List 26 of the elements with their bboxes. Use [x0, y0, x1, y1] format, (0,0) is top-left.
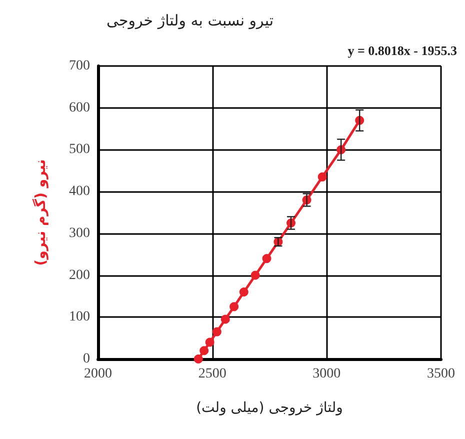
point — [262, 254, 272, 264]
point — [194, 354, 203, 364]
point — [239, 288, 248, 297]
y-tick-label: 400 — [69, 184, 90, 200]
x-tick-label: 3000 — [312, 366, 341, 382]
point — [212, 327, 222, 336]
point — [220, 314, 230, 324]
y-tick-label: 0 — [83, 352, 90, 366]
text: y = 0.8018x - 1955.3 — [348, 43, 458, 58]
y-tick-label: 100 — [69, 310, 90, 325]
x-tick-label: 2000 — [84, 366, 112, 382]
y-tick-label: 700 — [69, 58, 90, 74]
y-tick-label: 300 — [69, 226, 90, 241]
y-tick-label: 600 — [69, 100, 90, 116]
point — [230, 302, 239, 312]
x-tick-label: 3500 — [427, 366, 455, 382]
chart-title: تیرو نسبت به ولتاژ خروجی — [106, 12, 274, 30]
x-tick-label: 2500 — [198, 366, 226, 382]
y-axis-title: نیرو (گرم نیرو) — [32, 159, 49, 266]
point — [205, 338, 214, 347]
point — [250, 270, 260, 280]
y-tick-label: 200 — [69, 268, 90, 283]
y-tick-label: 500 — [69, 142, 90, 158]
point — [318, 172, 327, 182]
x-axis-title: ولتاژ خروجی (میلی ولت) — [196, 400, 343, 416]
point — [200, 346, 209, 356]
